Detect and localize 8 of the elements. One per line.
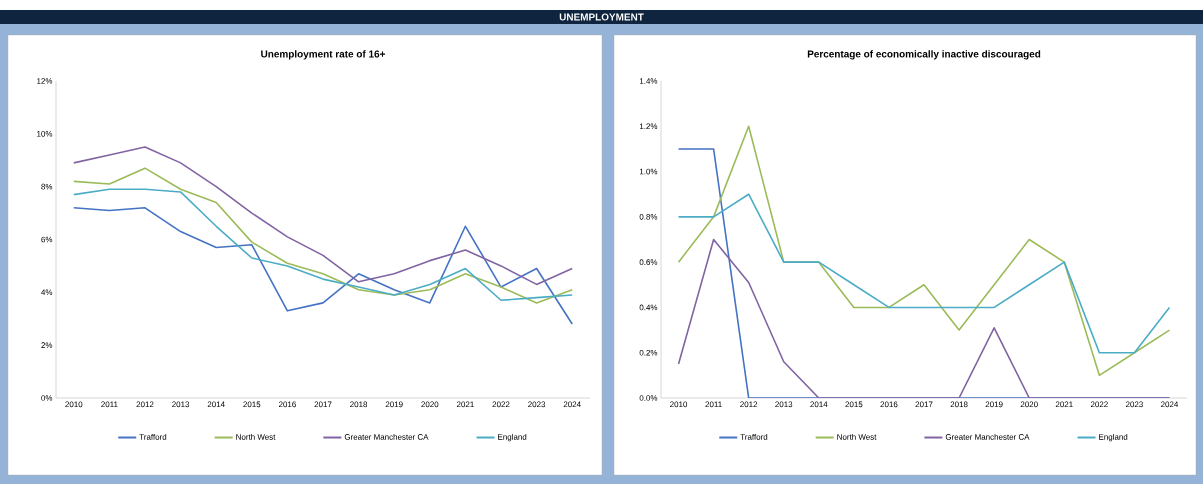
chart-title: Unemployment rate of 16+ (261, 50, 386, 60)
line-series (73, 146, 574, 286)
line-series (73, 167, 574, 304)
chart-title: Percentage of economically inactive discouraged (807, 50, 1041, 60)
line-series (73, 207, 574, 325)
line-series (73, 188, 574, 302)
text: UNEMPLOYMENT (559, 13, 644, 21)
line-series (677, 125, 1171, 377)
